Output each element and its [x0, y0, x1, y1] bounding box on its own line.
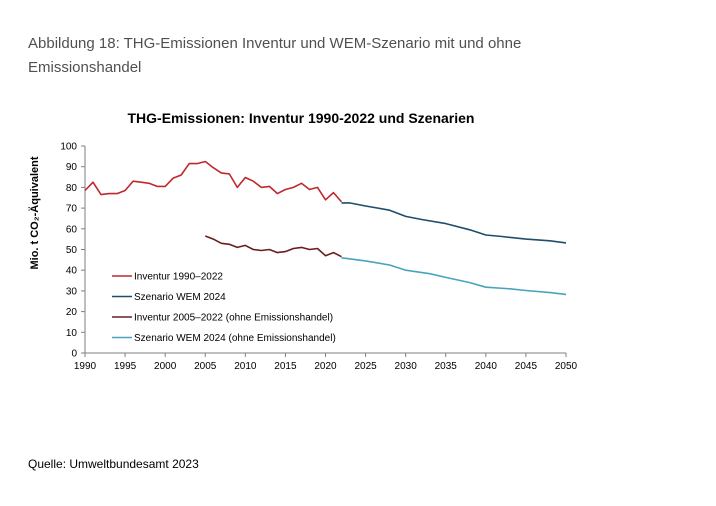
chart-series-group [84, 160, 567, 296]
y-tick-label: 80 [66, 183, 78, 194]
y-tick-label: 10 [66, 328, 78, 339]
y-axis-label: Mio. t CO₂-Äquivalent [28, 156, 41, 269]
x-tick-label: 1995 [114, 361, 137, 372]
series-line-2 [341, 202, 567, 244]
y-tick-label: 70 [66, 204, 78, 215]
x-tick-label: 2030 [395, 361, 418, 372]
source-note: Quelle: Umweltbundesamt 2023 [28, 457, 199, 471]
x-tick-label: 2025 [354, 361, 377, 372]
series-line-4 [341, 257, 567, 296]
chart-title: THG-Emissionen: Inventur 1990-2022 und S… [127, 110, 475, 126]
y-tick-label: 30 [66, 286, 78, 297]
y-tick-label: 90 [66, 162, 78, 173]
x-tick-label: 1990 [74, 361, 97, 372]
x-tick-label: 2015 [274, 361, 297, 372]
legend-label-3: Inventur 2005–2022 (ohne Emissionshandel… [134, 313, 333, 324]
x-tick-label: 2000 [154, 361, 177, 372]
x-tick-label: 2040 [475, 361, 498, 372]
figure-caption: Abbildung 18: THG-Emissionen Inventur un… [28, 35, 522, 76]
legend-label-2: Szenario WEM 2024 [134, 292, 226, 303]
x-tick-label: 2020 [314, 361, 337, 372]
y-tick-label: 60 [66, 224, 78, 235]
series-line-3 [205, 235, 342, 258]
y-tick-label: 50 [66, 245, 78, 256]
x-tick-label: 2045 [515, 361, 538, 372]
x-tick-label: 2010 [234, 361, 257, 372]
y-tick-label: 40 [66, 266, 78, 277]
x-tick-label: 2035 [435, 361, 458, 372]
x-tick-label: 2005 [194, 361, 217, 372]
y-tick-label: 0 [71, 349, 77, 360]
legend-label-1: Inventur 1990–2022 [134, 272, 223, 283]
chart-legend: Inventur 1990–2022 Szenario WEM 2024 Inven… [112, 272, 336, 344]
y-tick-label: 100 [60, 142, 77, 153]
series-line-1 [84, 160, 343, 203]
y-tick-label: 20 [66, 307, 78, 318]
legend-label-4: Szenario WEM 2024 (ohne Emissionshandel) [134, 333, 336, 344]
x-tick-label: 2050 [555, 361, 578, 372]
